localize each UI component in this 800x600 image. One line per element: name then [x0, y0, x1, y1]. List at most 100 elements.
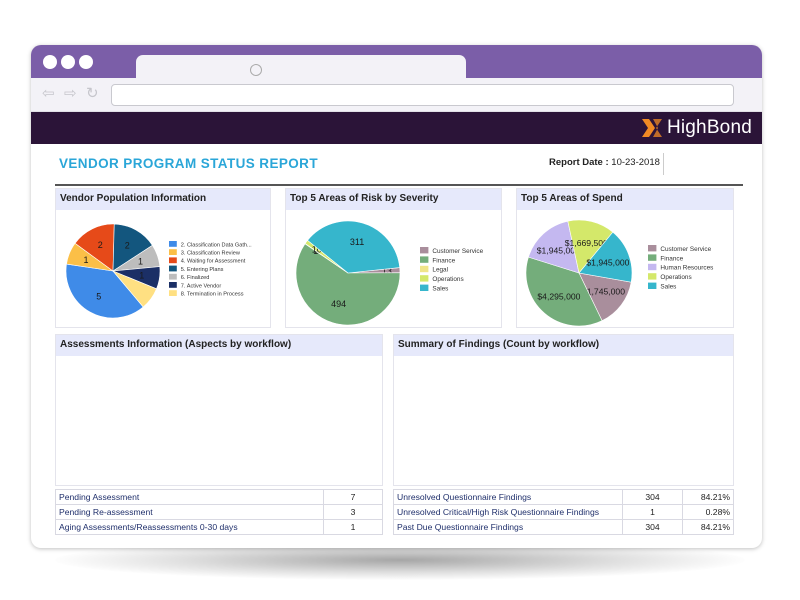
legend-swatch	[169, 257, 177, 264]
table-row: Past Due Questionnaire Findings 304 84.2…	[393, 519, 734, 535]
report-date-label: Report Date :	[549, 157, 609, 168]
back-arrow-icon[interactable]: ⇦	[42, 85, 55, 102]
table-cell-value: 304	[622, 519, 683, 535]
pie-slice-label: $1,745,000	[582, 287, 625, 297]
findings-stats-table: Unresolved Questionnaire Findings 304 84…	[393, 489, 734, 535]
legend-label: Sales	[432, 286, 448, 293]
spend-pie-chart: $1,745,000$4,295,000$1,945,000$1,669,500…	[525, 219, 713, 327]
window-minimize-dot[interactable]	[61, 55, 75, 69]
tab-favicon-icon	[250, 64, 262, 76]
legend-label: 8. Termination in Process	[181, 292, 244, 298]
assessment-stats-table: Pending Assessment 7 Pending Re-assessme…	[55, 489, 383, 535]
panel-vendor-population: Vendor Population Information 5 1 2 2 1 1 2. C…	[55, 188, 271, 328]
legend-swatch	[169, 273, 177, 280]
pie-slice-label: $4,295,000	[537, 291, 580, 301]
legend-swatch	[169, 241, 177, 247]
legend-label: 2. Classification Data Gath...	[181, 242, 252, 248]
table-cell-value: 1	[323, 519, 383, 535]
legend-swatch	[648, 263, 657, 271]
pie-slice	[578, 272, 632, 322]
legend-swatch	[169, 249, 177, 255]
browser-navbar: ⇦ ⇨ ↻	[31, 78, 762, 112]
window-maximize-dot[interactable]	[79, 55, 93, 69]
pie-slice-label: 13	[382, 266, 392, 276]
legend-label: Human Resources	[660, 265, 713, 272]
report-header-rule	[55, 184, 743, 186]
panel-title-assessments: Assessments Information (Aspects by work…	[56, 335, 382, 356]
table-cell-label: Pending Assessment	[55, 489, 324, 505]
report-date: Report Date : 10-23-2018	[549, 157, 660, 168]
address-bar[interactable]	[111, 84, 734, 106]
table-cell-percent: 0.28%	[682, 504, 734, 520]
legend-label: Customer Service	[660, 246, 711, 253]
legend-label: Customer Service	[432, 248, 483, 255]
pie-slice-label: 1	[138, 256, 143, 266]
findings-bar-chart: Open296Remediated50Compensating Control4…	[394, 335, 735, 487]
table-row: Pending Assessment 7	[55, 489, 383, 505]
panel-assessments: Assessments Information (Aspects by work…	[55, 334, 383, 486]
pie-slice-label: 1	[83, 255, 88, 265]
legend-swatch	[648, 245, 657, 252]
table-cell-percent: 84.21%	[682, 519, 734, 535]
table-row: Unresolved Critical/High Risk Questionna…	[393, 504, 734, 520]
legend-swatch	[169, 282, 177, 288]
legend-label: 4. Waiting for Assessment	[181, 259, 246, 265]
legend-label: Finance	[432, 257, 455, 264]
brand[interactable]: HighBond	[641, 116, 752, 140]
table-cell-percent: 84.21%	[682, 489, 734, 505]
highbond-logo-icon	[641, 119, 662, 137]
report-title: VENDOR PROGRAM STATUS REPORT	[59, 156, 318, 171]
report-date-value: 10-23-2018	[611, 157, 660, 168]
legend-swatch	[420, 265, 429, 273]
risk-severity-pie-chart: 13494110311Customer ServiceFinanceLegalO…	[295, 220, 484, 326]
legend-label: Legal	[432, 267, 448, 274]
panel-risk-severity: Top 5 Areas of Risk by Severity 13494110…	[285, 188, 502, 328]
legend-swatch	[648, 282, 657, 289]
assessments-bar-chart: 4a. Assessment Data Gathering194b. Asses…	[56, 335, 384, 487]
browser-tab[interactable]	[136, 55, 466, 78]
panel-title-vendor-population: Vendor Population Information	[56, 189, 270, 210]
pie-slice-label: 10	[312, 245, 322, 255]
legend-label: 6. Finalized	[181, 275, 210, 281]
legend-swatch	[420, 284, 429, 291]
panel-findings: Summary of Findings (Count by workflow) …	[393, 334, 734, 486]
pie-slice	[578, 231, 633, 283]
app-header: HighBond	[31, 112, 762, 144]
legend-swatch	[420, 275, 429, 282]
panel-title-spend: Top 5 Areas of Spend	[517, 189, 733, 210]
forward-arrow-icon[interactable]: ⇨	[64, 85, 77, 102]
reload-icon[interactable]: ↻	[86, 85, 99, 102]
table-row: Pending Re-assessment 3	[55, 504, 383, 520]
legend-label: Sales	[660, 284, 676, 291]
table-cell-label: Unresolved Critical/High Risk Questionna…	[393, 504, 623, 520]
legend-swatch	[420, 256, 429, 263]
table-cell-label: Unresolved Questionnaire Findings	[393, 489, 623, 505]
pie-slice	[528, 220, 580, 274]
pie-slice-label: $1,669,500	[565, 238, 608, 248]
pie-slice-label: 2	[125, 241, 130, 251]
table-cell-value: 1	[622, 504, 683, 520]
table-row: Unresolved Questionnaire Findings 304 84…	[393, 489, 734, 505]
panel-title-risk-severity: Top 5 Areas of Risk by Severity	[286, 189, 501, 210]
pie-slice	[295, 243, 401, 326]
pie-slice-label: 2	[98, 240, 103, 250]
legend-label: Operations	[660, 274, 691, 281]
pie-slice	[65, 263, 144, 319]
legend-swatch	[648, 273, 657, 280]
pie-slice	[525, 256, 603, 327]
pie-slice-label: 311	[350, 237, 364, 247]
panel-spend: Top 5 Areas of Spend $1,745,000 $4,295,00…	[516, 188, 734, 328]
legend-label: Finance	[660, 255, 683, 262]
header-divider	[663, 153, 664, 175]
table-cell-value: 3	[323, 504, 383, 520]
pie-slice-label: 5	[96, 291, 101, 301]
pie-slice-label: 1	[139, 270, 144, 280]
legend-label: 5. Entering Plans	[181, 267, 224, 273]
window-close-dot[interactable]	[43, 55, 57, 69]
table-row: Aging Assessments/Reassessments 0-30 day…	[55, 519, 383, 535]
legend-swatch	[648, 254, 657, 261]
legend-label: 7. Active Vendor	[181, 283, 222, 289]
legend-label: 3. Classification Review	[181, 251, 241, 257]
table-cell-label: Aging Assessments/Reassessments 0-30 day…	[55, 519, 324, 535]
